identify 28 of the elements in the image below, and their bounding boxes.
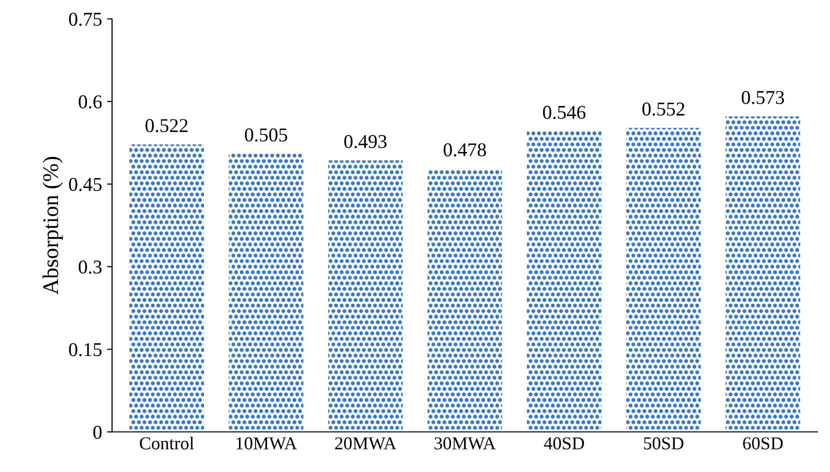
y-tick-label: 0.75 [69,12,102,26]
data-label: 0.573 [742,90,784,104]
bar [129,144,204,432]
x-tick-label: 50SD [644,437,684,450]
x-tick-label: 30MWA [434,437,496,450]
bar [228,154,304,432]
y-tick-label: 0.15 [69,343,102,356]
x-tick-label: 40SD [544,437,584,450]
data-label: 0.552 [642,102,684,116]
bar [626,128,701,432]
data-label: 0.546 [543,106,586,120]
x-tick-label: 60SD [743,437,783,450]
data-label: 0.522 [146,119,188,132]
y-tick-label: 0.6 [78,95,102,109]
data-label: 0.505 [244,128,288,142]
bar [428,168,502,432]
x-tick-label: 20MWA [335,437,396,450]
bar [526,131,602,432]
y-tick-label: 0 [93,426,102,439]
bar [328,160,403,432]
y-tick-label: 0.3 [78,260,102,274]
y-tick-label: 0.45 [69,178,102,192]
data-label: 0.493 [344,134,387,148]
x-tick-label: 10MWA [236,437,298,450]
bar [726,116,800,432]
x-tick-label: Control [140,436,194,450]
data-label: 0.478 [444,143,486,156]
y-axis-title: Absorption (%) [42,156,63,295]
